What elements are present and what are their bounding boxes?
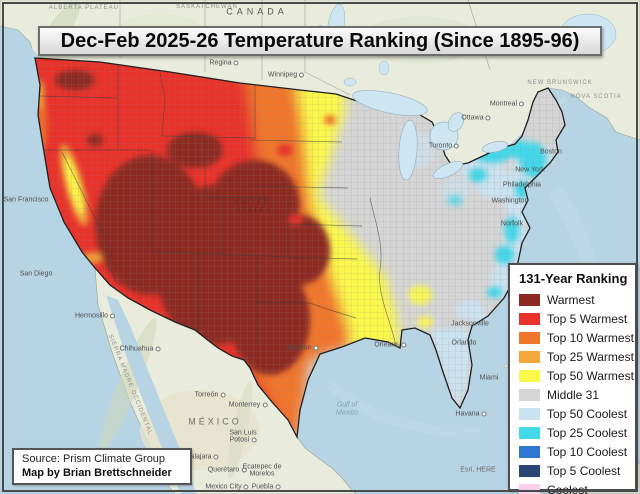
legend-swatch-warmest: [519, 293, 540, 306]
source-box: Source: Prism Climate Group Map by Brian…: [12, 448, 192, 485]
gulf-of-california: [106, 295, 196, 494]
legend-item-top50-coolest: Top 50 Coolest: [519, 404, 635, 423]
source-line: Source: Prism Climate Group: [22, 453, 166, 465]
legend-item-coolest: Coolest: [519, 480, 635, 494]
legend-swatch-top5-coolest: [519, 464, 540, 477]
legend: 131-Year Ranking Warmest Top 5 Warmest T…: [508, 263, 637, 494]
legend-item-top50-warmest: Top 50 Warmest: [519, 366, 635, 385]
legend-item-top5-warmest: Top 5 Warmest: [519, 309, 635, 328]
legend-swatch-coolest: [519, 483, 540, 494]
legend-swatch-top25-coolest: [519, 426, 540, 439]
legend-item-warmest: Warmest: [519, 290, 635, 309]
legend-swatch-top10-warmest: [519, 331, 540, 344]
credit-line: Map by Brian Brettschneider: [22, 467, 172, 479]
state-borders: [37, 60, 397, 347]
legend-item-top25-warmest: Top 25 Warmest: [519, 347, 635, 366]
map-title: Dec-Feb 2025-26 Temperature Ranking (Sin…: [60, 29, 580, 52]
legend-item-top5-coolest: Top 5 Coolest: [519, 461, 635, 480]
legend-title: 131-Year Ranking: [519, 271, 628, 286]
legend-swatch-top5-warmest: [519, 312, 540, 325]
legend-item-top10-coolest: Top 10 Coolest: [519, 442, 635, 461]
legend-item-top25-coolest: Top 25 Coolest: [519, 423, 635, 442]
bathymetry-arc-gulf: [326, 381, 481, 438]
legend-item-top10-warmest: Top 10 Warmest: [519, 328, 635, 347]
great-lakes: [352, 90, 509, 181]
legend-swatch-top50-coolest: [519, 407, 540, 420]
legend-swatch-top10-coolest: [519, 445, 540, 458]
legend-swatch-middle-31: [519, 388, 540, 401]
legend-swatch-top50-warmest: [519, 369, 540, 382]
pacific-strait: [0, 30, 44, 78]
title-bar: Dec-Feb 2025-26 Temperature Ranking (Sin…: [38, 26, 602, 56]
legend-item-middle-31: Middle 31: [519, 385, 635, 404]
legend-swatch-top25-warmest: [519, 350, 540, 363]
